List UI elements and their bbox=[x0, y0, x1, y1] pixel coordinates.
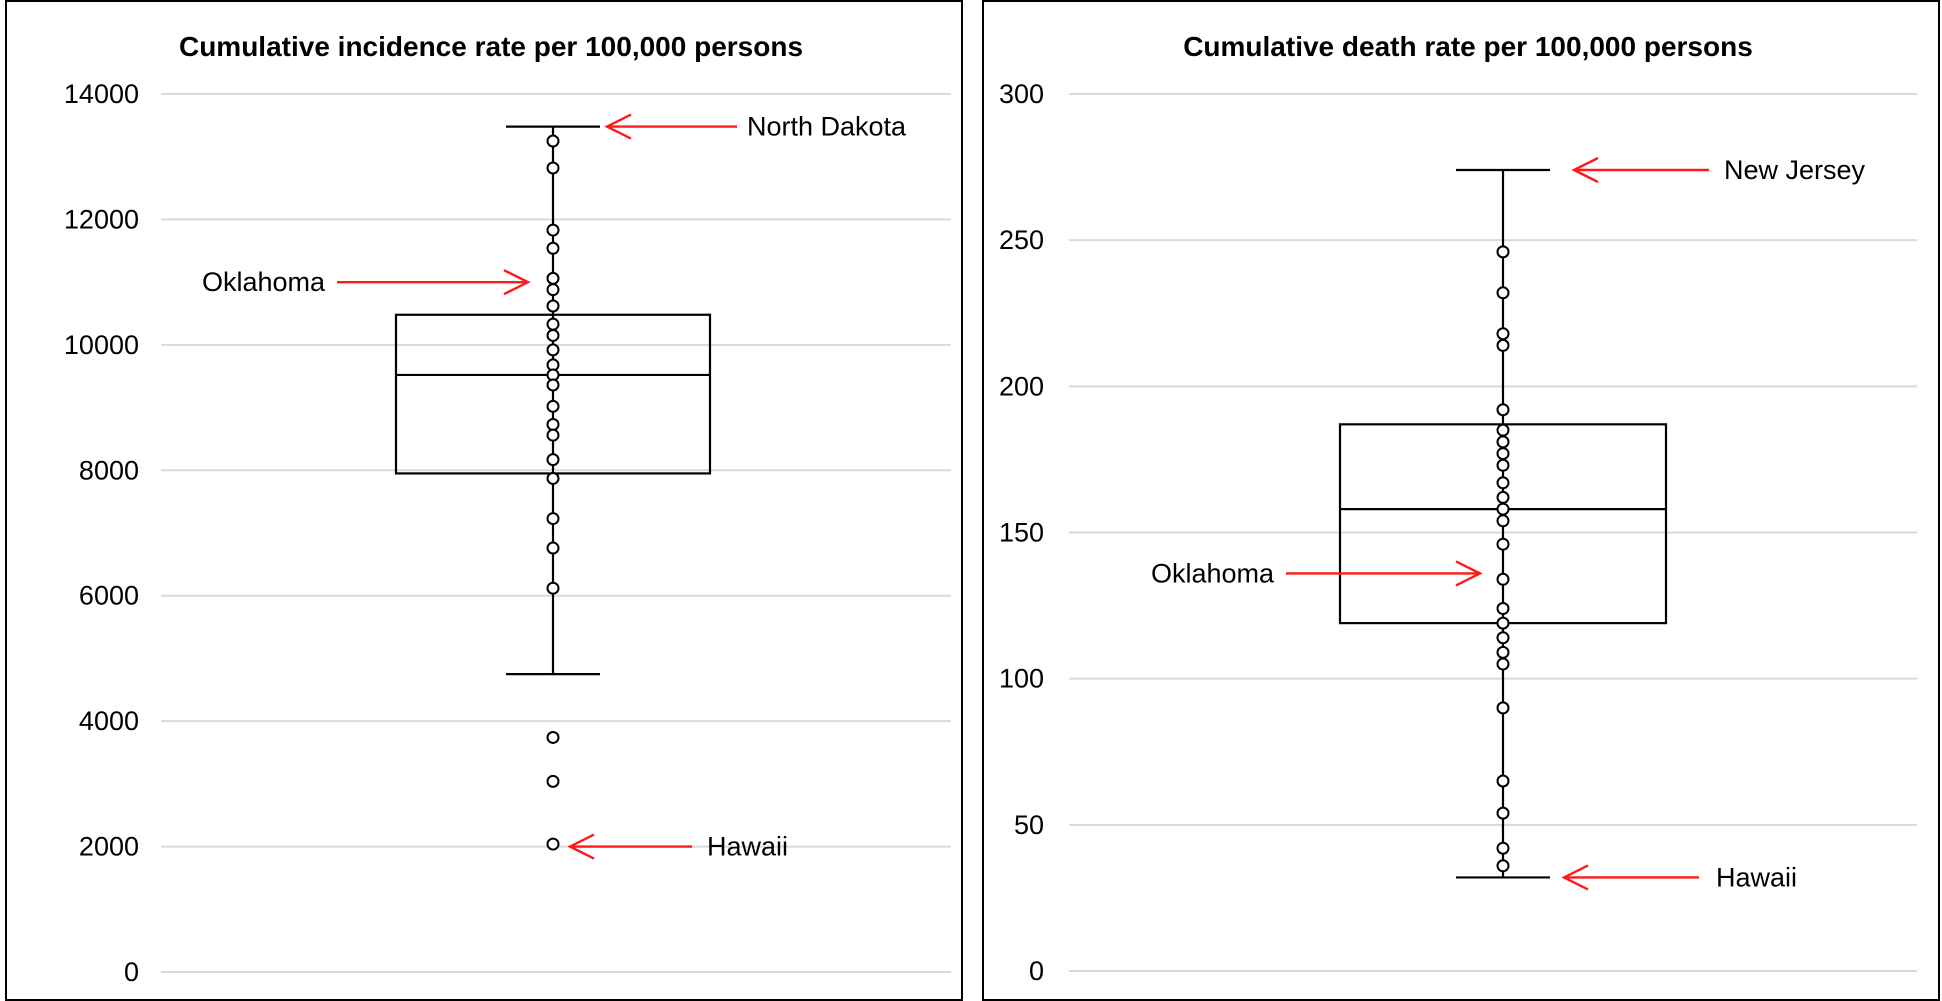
y-tick-label: 4000 bbox=[79, 706, 139, 736]
data-point bbox=[1496, 245, 1510, 259]
arrow-head bbox=[1455, 560, 1483, 587]
arrow-head bbox=[1571, 156, 1599, 184]
death-rate-chart-panel: Cumulative death rate per 100,000 person… bbox=[982, 0, 1940, 1001]
arrow-head bbox=[604, 113, 632, 140]
data-point bbox=[546, 471, 560, 485]
incidence-rate-boxplot: Cumulative incidence rate per 100,000 pe… bbox=[64, 31, 951, 987]
data-point bbox=[546, 223, 560, 237]
y-tick-label: 12000 bbox=[64, 204, 139, 234]
annotation-label: New Jersey bbox=[1724, 155, 1866, 185]
data-point bbox=[1496, 338, 1510, 352]
data-point bbox=[1496, 286, 1510, 300]
annotation-label: Oklahoma bbox=[1151, 558, 1275, 588]
data-point bbox=[1496, 657, 1510, 671]
data-point bbox=[1496, 514, 1510, 528]
data-point bbox=[546, 343, 560, 357]
data-point bbox=[546, 837, 560, 851]
data-point bbox=[546, 271, 560, 285]
y-tick-label: 14000 bbox=[64, 79, 139, 109]
data-point bbox=[1496, 458, 1510, 472]
data-point bbox=[1496, 490, 1510, 504]
arrow-head bbox=[567, 833, 595, 860]
arrow-head bbox=[1561, 864, 1589, 891]
y-tick-label: 0 bbox=[1029, 956, 1044, 986]
y-tick-label: 200 bbox=[999, 371, 1044, 401]
y-tick-label: 2000 bbox=[79, 832, 139, 862]
y-tick-label: 300 bbox=[999, 79, 1044, 109]
data-point bbox=[1496, 616, 1510, 630]
data-point bbox=[1496, 435, 1510, 449]
death-rate-boxplot: Cumulative death rate per 100,000 person… bbox=[999, 31, 1917, 986]
data-point bbox=[546, 328, 560, 342]
data-point bbox=[1496, 859, 1510, 873]
arrow-head bbox=[503, 269, 531, 296]
data-point bbox=[546, 317, 560, 331]
data-point bbox=[546, 418, 560, 432]
data-point bbox=[1496, 701, 1510, 715]
data-point bbox=[546, 241, 560, 255]
y-tick-label: 0 bbox=[124, 957, 139, 987]
data-point bbox=[546, 299, 560, 313]
data-point bbox=[1496, 841, 1510, 855]
data-point bbox=[546, 774, 560, 788]
data-point bbox=[546, 161, 560, 175]
data-point bbox=[546, 453, 560, 467]
data-point bbox=[546, 581, 560, 595]
data-point bbox=[546, 399, 560, 413]
data-point bbox=[1496, 645, 1510, 659]
annotation-label: Hawaii bbox=[1716, 862, 1797, 892]
data-point bbox=[1496, 476, 1510, 490]
data-point bbox=[546, 428, 560, 442]
y-tick-label: 250 bbox=[999, 225, 1044, 255]
data-point bbox=[546, 378, 560, 392]
y-tick-label: 100 bbox=[999, 664, 1044, 694]
data-point bbox=[1496, 631, 1510, 645]
data-point bbox=[546, 512, 560, 526]
chart-title: Cumulative incidence rate per 100,000 pe… bbox=[179, 31, 803, 62]
data-point bbox=[1496, 774, 1510, 788]
data-point bbox=[546, 283, 560, 297]
y-tick-label: 6000 bbox=[79, 581, 139, 611]
incidence-rate-chart-panel: Cumulative incidence rate per 100,000 pe… bbox=[5, 0, 963, 1001]
data-point bbox=[1496, 572, 1510, 586]
data-point bbox=[1496, 327, 1510, 341]
data-point bbox=[546, 134, 560, 148]
data-point bbox=[1496, 502, 1510, 516]
y-tick-label: 10000 bbox=[64, 330, 139, 360]
data-point bbox=[1496, 447, 1510, 461]
data-point bbox=[1496, 806, 1510, 820]
annotation-label: Oklahoma bbox=[202, 267, 326, 297]
data-point bbox=[1496, 403, 1510, 417]
data-point bbox=[1496, 423, 1510, 437]
data-point bbox=[546, 541, 560, 555]
data-point bbox=[1496, 602, 1510, 616]
chart-title: Cumulative death rate per 100,000 person… bbox=[1183, 31, 1753, 62]
data-point bbox=[546, 730, 560, 744]
y-tick-label: 8000 bbox=[79, 455, 139, 485]
annotation-label: Hawaii bbox=[707, 832, 788, 862]
data-point bbox=[1496, 537, 1510, 551]
y-tick-label: 150 bbox=[999, 518, 1044, 548]
annotation-label: North Dakota bbox=[747, 112, 907, 142]
y-tick-label: 50 bbox=[1014, 810, 1044, 840]
